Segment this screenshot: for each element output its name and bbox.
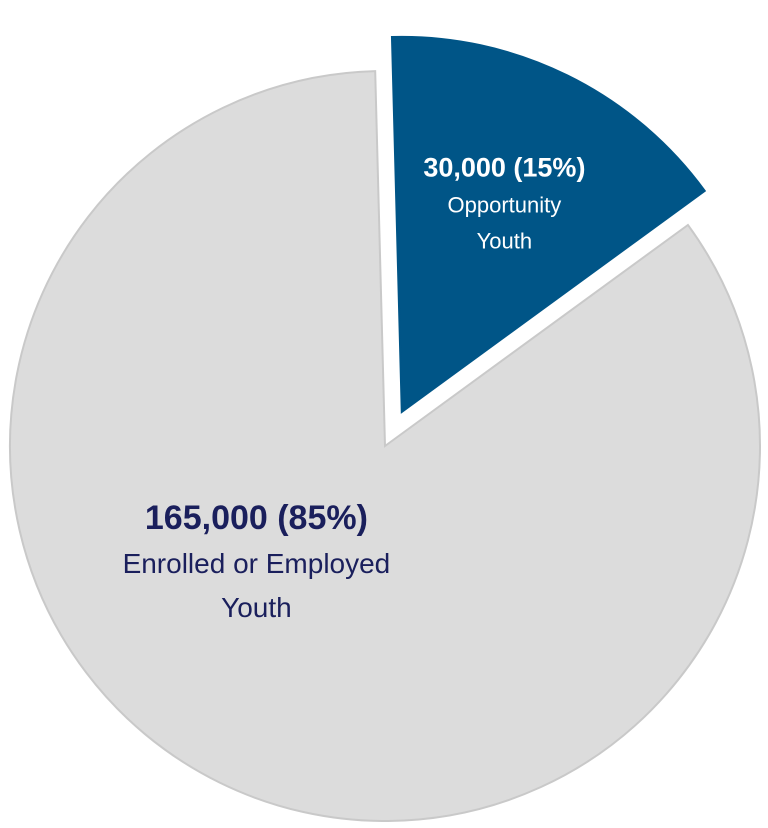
slice-category-label: Youth bbox=[221, 592, 292, 623]
slice-category-label: Opportunity bbox=[448, 193, 562, 218]
slice-category-label: Enrolled or Employed bbox=[123, 548, 391, 579]
slice-label-2: 165,000 (85%) Enrolled or Employed Youth bbox=[123, 499, 391, 623]
pie-slice-1 bbox=[390, 35, 707, 414]
slice-category-label: Youth bbox=[477, 229, 532, 254]
slice-value-label: 165,000 (85%) bbox=[145, 499, 368, 537]
slice-value-label: 30,000 (15%) bbox=[423, 153, 585, 183]
pie-slice-2 bbox=[9, 70, 761, 822]
slice-label-1: 30,000 (15%) Opportunity Youth bbox=[423, 153, 585, 254]
